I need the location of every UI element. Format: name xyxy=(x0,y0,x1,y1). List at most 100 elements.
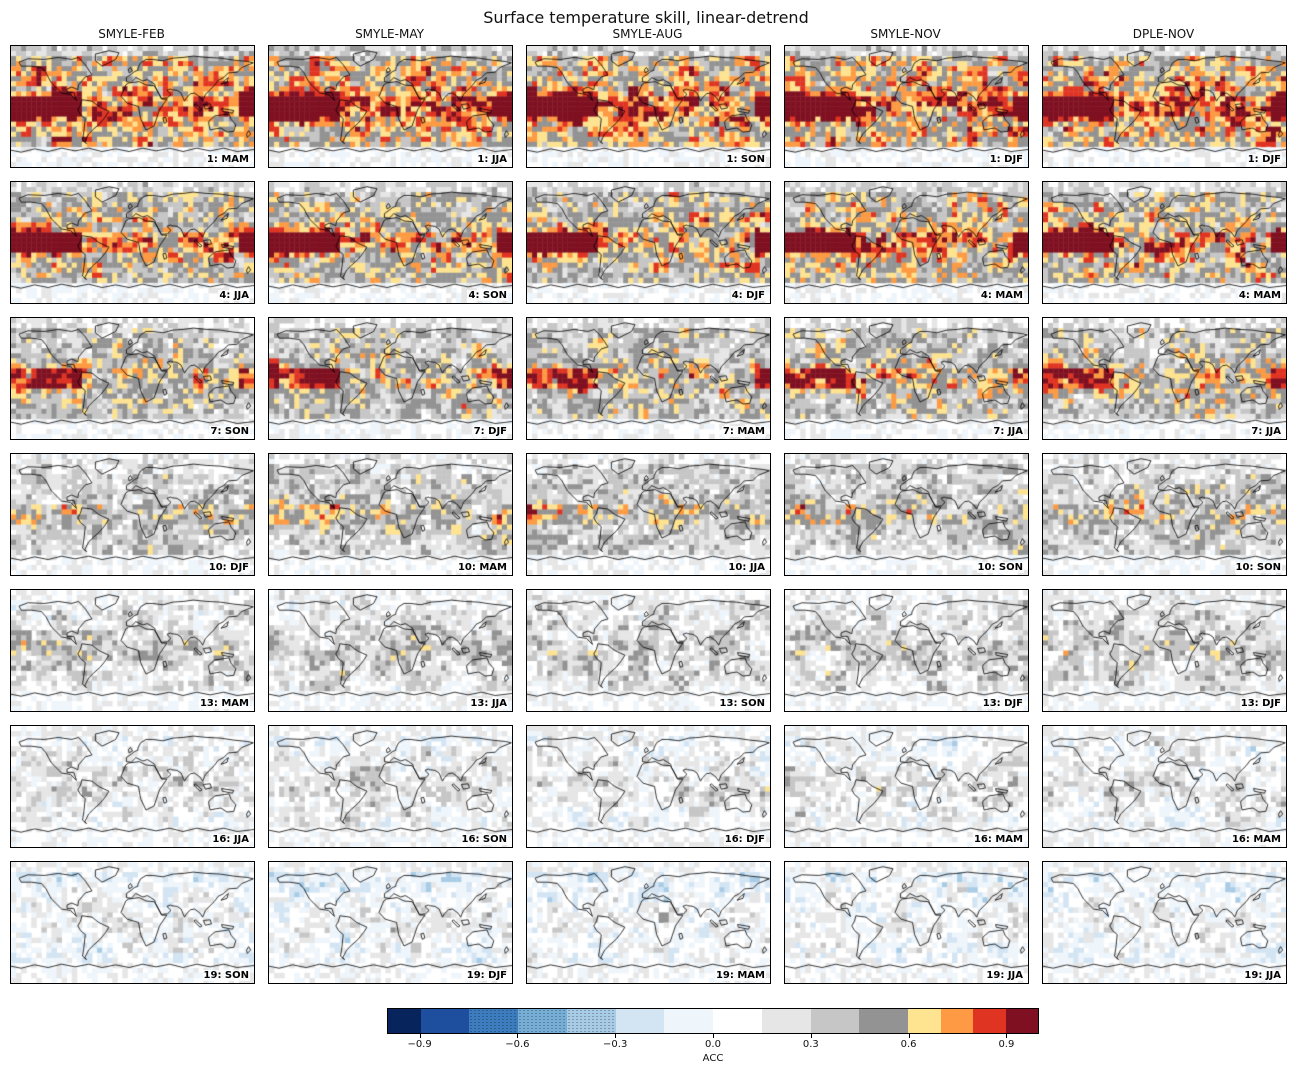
map-panel: 19: JJA xyxy=(1042,861,1287,984)
panel-label: 1: JJA xyxy=(476,153,508,165)
colorbar-segment xyxy=(1005,1009,1038,1033)
panel-label: 16: MAM xyxy=(1230,833,1282,845)
colorbar-tick xyxy=(713,1034,714,1038)
colorbar: −0.9 −0.6 −0.3 0.0 0.3 0.6 0.9 ACC xyxy=(387,1008,1039,1066)
colorbar-tick-label: 0.3 xyxy=(802,1039,819,1050)
map-panel: 1: JJA xyxy=(268,45,513,168)
panel-label: 7: SON xyxy=(209,425,250,437)
map-panel: 16: MAM xyxy=(1042,725,1287,848)
world-map-canvas xyxy=(526,453,771,576)
world-map-canvas xyxy=(268,317,513,440)
panel-label: 1: DJF xyxy=(988,153,1024,165)
world-map-canvas xyxy=(268,181,513,304)
colorbar-segment xyxy=(664,1009,713,1033)
world-map-canvas xyxy=(10,453,255,576)
world-map-canvas xyxy=(268,589,513,712)
colorbar-tick-label: −0.9 xyxy=(407,1039,432,1050)
panel-label: 10: DJF xyxy=(207,561,250,573)
map-panel: 4: JJA xyxy=(10,181,255,304)
column-header: SMYLE-FEB xyxy=(98,27,165,41)
world-map-canvas xyxy=(784,589,1029,712)
panel-label: 16: MAM xyxy=(972,833,1024,845)
column-header: DPLE-NOV xyxy=(1132,27,1195,41)
world-map-canvas xyxy=(526,317,771,440)
world-map-canvas xyxy=(268,453,513,576)
map-panel: 1: SON xyxy=(526,45,771,168)
map-panel: 10: MAM xyxy=(268,453,513,576)
colorbar-tick xyxy=(419,1034,421,1038)
map-panel: 19: JJA xyxy=(784,861,1029,984)
map-panel: 10: DJF xyxy=(10,453,255,576)
colorbar-tick xyxy=(615,1034,617,1038)
colorbar-segment xyxy=(566,1009,616,1033)
world-map-canvas xyxy=(1042,181,1287,304)
colorbar-ticks: −0.9 −0.6 −0.3 0.0 0.3 0.6 0.9 xyxy=(387,1008,1039,1066)
world-map-canvas xyxy=(1042,45,1287,168)
world-map-canvas xyxy=(1042,317,1287,440)
panel-label: 4: DJF xyxy=(730,289,766,301)
colorbar-segment xyxy=(761,1009,811,1033)
panel-label: 13: SON xyxy=(718,697,766,709)
panel-label: 7: JJA xyxy=(992,425,1024,437)
map-panel: 4: MAM xyxy=(784,181,1029,304)
colorbar-tick-label: 0.0 xyxy=(705,1039,721,1050)
world-map-canvas xyxy=(10,45,255,168)
colorbar-tick xyxy=(1006,1034,1008,1038)
map-panel: 13: SON xyxy=(526,589,771,712)
map-panel: 4: DJF xyxy=(526,181,771,304)
map-panel: 16: JJA xyxy=(10,725,255,848)
panel-label: 1: MAM xyxy=(205,153,250,165)
panel-label: 4: MAM xyxy=(979,289,1024,301)
map-panel: 16: MAM xyxy=(784,725,1029,848)
colorbar-segment xyxy=(713,1009,762,1033)
map-panel: 1: DJF xyxy=(1042,45,1287,168)
panel-label: 16: SON xyxy=(460,833,508,845)
map-panel: 7: SON xyxy=(10,317,255,440)
colorbar-segment xyxy=(615,1009,665,1033)
world-map-canvas xyxy=(268,861,513,984)
panel-label: 19: MAM xyxy=(714,969,766,981)
panel-label: 7: DJF xyxy=(472,425,508,437)
panel-label: 13: JJA xyxy=(469,697,508,709)
world-map-canvas xyxy=(784,453,1029,576)
panel-label: 13: DJF xyxy=(981,697,1024,709)
colorbar-tick xyxy=(517,1034,519,1038)
panel-label: 1: DJF xyxy=(1246,153,1282,165)
world-map-canvas xyxy=(1042,453,1287,576)
map-panel: 16: SON xyxy=(268,725,513,848)
panel-label: 7: JJA xyxy=(1250,425,1282,437)
world-map-canvas xyxy=(10,181,255,304)
map-panel: 1: DJF xyxy=(784,45,1029,168)
panel-label: 19: JJA xyxy=(985,969,1024,981)
map-panel: 7: DJF xyxy=(268,317,513,440)
map-panel: 10: SON xyxy=(1042,453,1287,576)
colorbar-segment xyxy=(810,1009,860,1033)
colorbar-segment xyxy=(859,1009,908,1033)
panel-label: 16: DJF xyxy=(723,833,766,845)
panel-label: 19: JJA xyxy=(1243,969,1282,981)
map-panel: 13: MAM xyxy=(10,589,255,712)
panel-label: 13: MAM xyxy=(198,697,250,709)
map-panel: 1: MAM xyxy=(10,45,255,168)
world-map-canvas xyxy=(1042,725,1287,848)
panel-label: 4: MAM xyxy=(1237,289,1282,301)
colorbar-segment xyxy=(940,1009,973,1033)
world-map-canvas xyxy=(784,45,1029,168)
panel-label: 1: SON xyxy=(725,153,766,165)
colorbar-tick xyxy=(908,1034,910,1038)
panel-label: 16: JJA xyxy=(211,833,250,845)
world-map-canvas xyxy=(1042,589,1287,712)
colorbar-segment xyxy=(388,1009,421,1033)
map-panel: 7: JJA xyxy=(784,317,1029,440)
map-panel: 10: JJA xyxy=(526,453,771,576)
figure-title: Surface temperature skill, linear-detren… xyxy=(483,8,809,27)
map-panel: 19: DJF xyxy=(268,861,513,984)
world-map-canvas xyxy=(784,181,1029,304)
map-panel: 7: MAM xyxy=(526,317,771,440)
world-map-canvas xyxy=(10,861,255,984)
world-map-canvas xyxy=(10,589,255,712)
world-map-canvas xyxy=(1042,861,1287,984)
panel-label: 19: SON xyxy=(202,969,250,981)
